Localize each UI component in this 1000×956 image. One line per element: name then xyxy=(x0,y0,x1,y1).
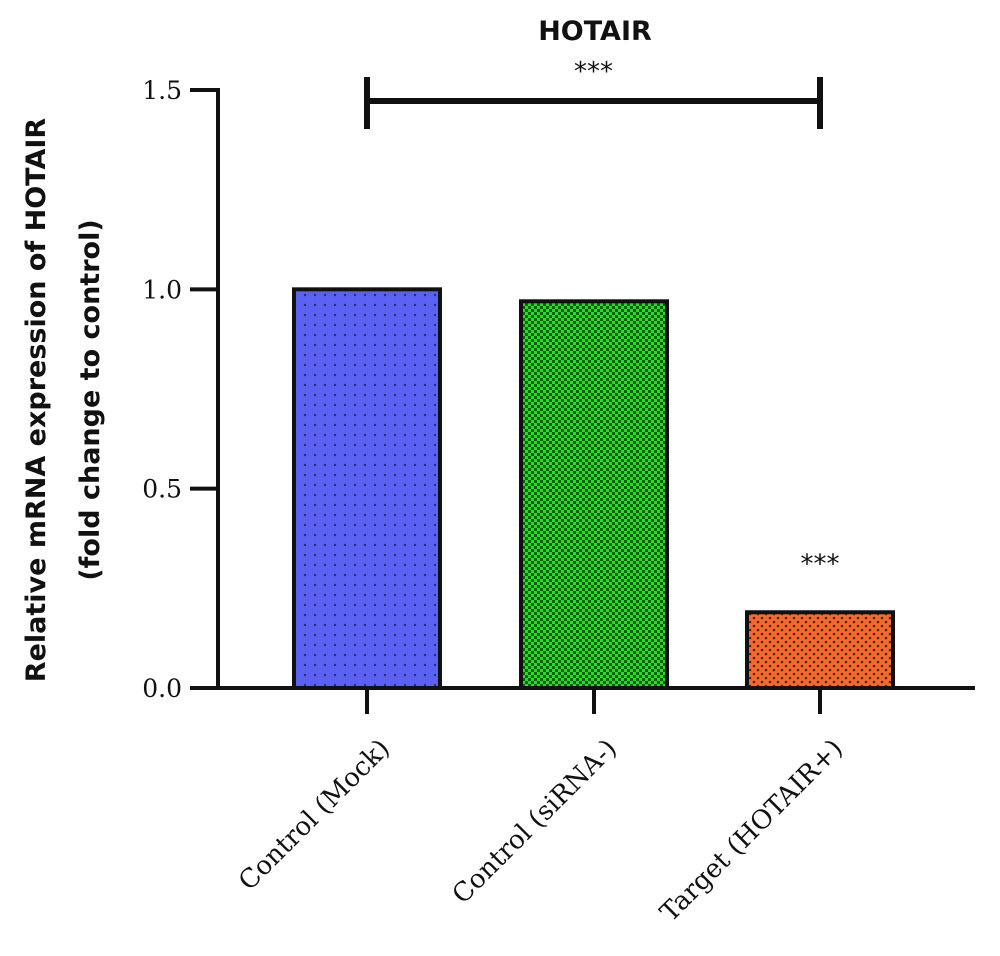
bars xyxy=(292,287,895,691)
x-tick-label: Target (HOTAIR+) xyxy=(655,734,849,928)
y-axis: 0.0 0.5 1.0 1.5 xyxy=(142,76,220,703)
x-tick-label: Control (siRNA-) xyxy=(447,734,623,910)
chart-title: HOTAIR xyxy=(538,16,652,47)
x-axis: Control (Mock) Control (siRNA-) Target (HO… xyxy=(216,686,975,928)
bar xyxy=(745,610,895,691)
y-axis-title-line-1: Relative mRNA expression of HOTAIR xyxy=(21,118,52,683)
x-tick-label: Control (Mock) xyxy=(233,734,396,897)
y-tick-label: 0.0 xyxy=(142,674,182,703)
y-tick-label: 0.5 xyxy=(142,475,182,504)
bar xyxy=(292,287,442,690)
bar xyxy=(519,299,669,690)
y-axis-title: Relative mRNA expression of HOTAIR (fold… xyxy=(21,118,106,683)
y-tick-label: 1.5 xyxy=(142,76,182,105)
bar-significance-label: *** xyxy=(801,549,840,579)
significance-annotations: *** *** xyxy=(364,57,840,579)
y-tick-label: 1.0 xyxy=(142,275,182,304)
comparison-significance-label: *** xyxy=(574,57,613,87)
y-axis-title-line-2: (fold change to control) xyxy=(75,219,106,580)
